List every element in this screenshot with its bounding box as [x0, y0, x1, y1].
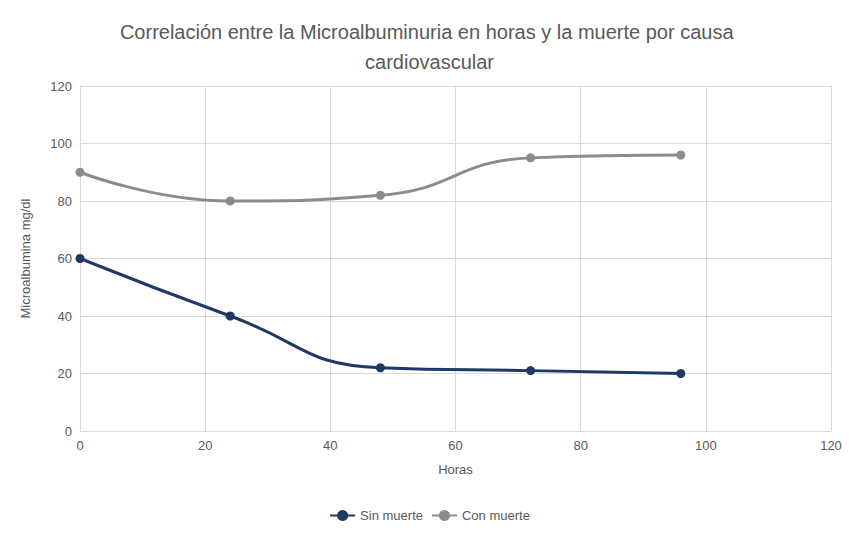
svg-text:80: 80 [58, 194, 72, 209]
svg-text:Con muerte: Con muerte [462, 508, 530, 523]
svg-text:100: 100 [50, 136, 72, 151]
svg-text:Sin muerte: Sin muerte [360, 508, 423, 523]
svg-text:40: 40 [323, 438, 337, 453]
svg-text:60: 60 [448, 438, 462, 453]
svg-text:cardiovascular: cardiovascular [365, 51, 494, 73]
svg-text:0: 0 [76, 438, 83, 453]
svg-text:0: 0 [65, 424, 72, 439]
svg-text:100: 100 [695, 438, 717, 453]
svg-text:80: 80 [573, 438, 587, 453]
svg-text:40: 40 [58, 309, 72, 324]
svg-text:120: 120 [50, 79, 72, 94]
svg-text:120: 120 [820, 438, 842, 453]
svg-text:60: 60 [58, 251, 72, 266]
svg-text:Horas: Horas [438, 462, 473, 477]
svg-text:20: 20 [198, 438, 212, 453]
svg-text:20: 20 [58, 366, 72, 381]
svg-text:Correlación entre la Microalbu: Correlación entre la Microalbuminuria en… [120, 21, 739, 43]
svg-text:Microalbumina mg/dl: Microalbumina mg/dl [18, 198, 33, 318]
